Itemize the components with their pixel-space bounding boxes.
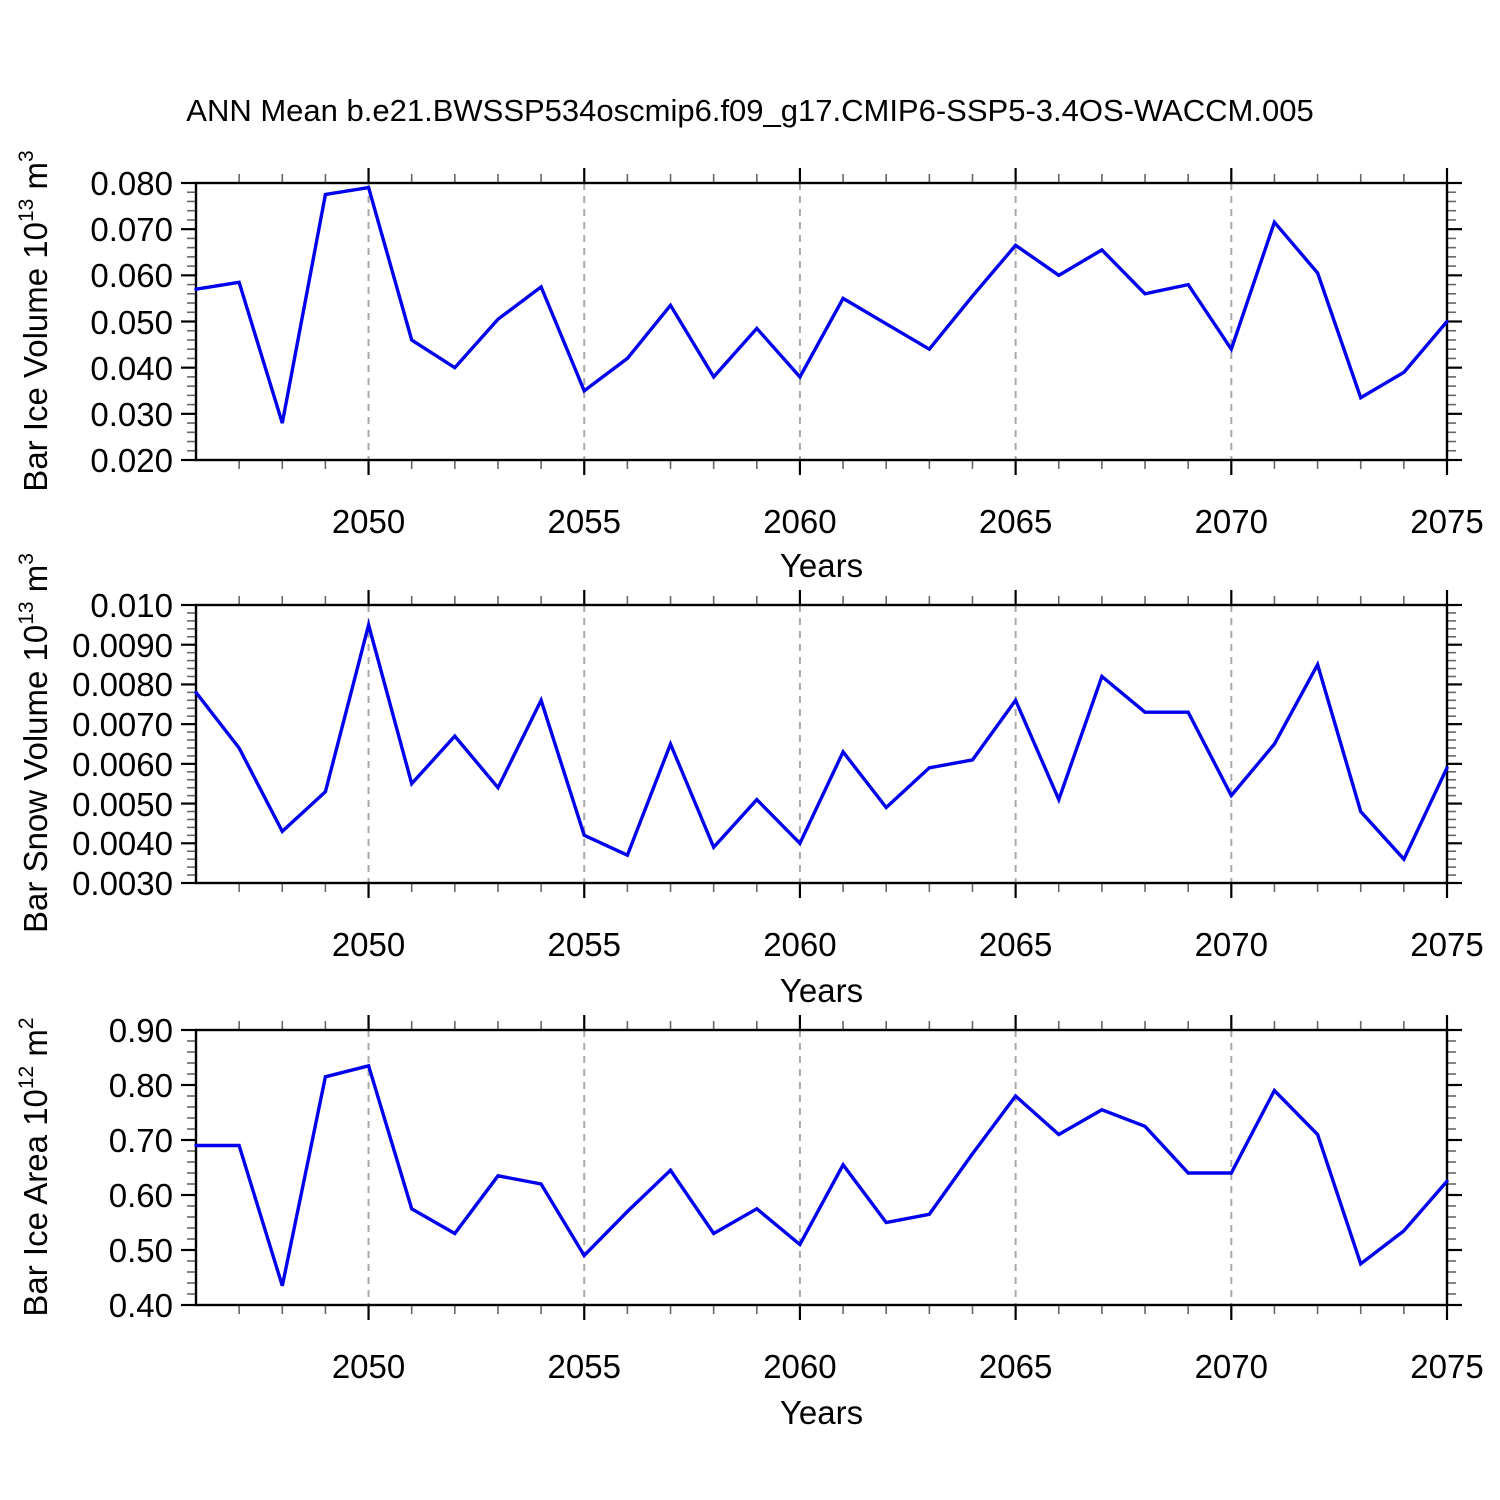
y-tick-label: 0.010 (90, 587, 173, 624)
x-tick-label: 2050 (331, 503, 406, 540)
y-tick-label: 0.060 (90, 257, 173, 295)
data-line-bar-ice-area (194, 1063, 1449, 1287)
y-tick-label: 0.40 (108, 1287, 173, 1324)
y-tick-label: 0.60 (108, 1177, 173, 1214)
y-tick-label: 0.020 (90, 442, 173, 479)
data-line-bar-ice-volume (194, 185, 1449, 424)
chart-title: ANN Mean b.e21.BWSSP534oscmip6.f09_g17.C… (186, 93, 1314, 128)
data-line-bar-snow-volume (194, 618, 1449, 863)
y-tick-label: 0.050 (90, 303, 173, 341)
plot-frame (194, 1028, 1449, 1307)
x-tick-label: 2065 (978, 503, 1053, 540)
y-tick-label: 0.0070 (72, 706, 173, 744)
y-tick-label: 0.040 (90, 349, 173, 387)
plot-frame (194, 603, 1449, 885)
x-tick-label: 2070 (1194, 926, 1268, 963)
y-tick-label: 0.0090 (72, 626, 173, 664)
x-tick-label: 2065 (978, 1348, 1053, 1385)
y-tick-label: 0.90 (108, 1012, 173, 1049)
x-tick-label: 2075 (1410, 503, 1484, 540)
x-tick-label: 2055 (547, 926, 621, 963)
y-tick-label: 0.0050 (72, 785, 173, 823)
x-tick-label: 2060 (763, 926, 837, 963)
x-tick-label: 2055 (547, 1348, 621, 1385)
x-tick-label: 2070 (1194, 1348, 1268, 1385)
x-tick-label: 2050 (331, 926, 406, 963)
x-axis-title-years-panel3: Years (779, 1394, 864, 1431)
x-tick-label: 2075 (1410, 926, 1484, 963)
y-tick-label: 0.080 (90, 165, 173, 202)
y-tick-label: 0.070 (90, 211, 173, 249)
x-axis-title-years-panel2: Years (779, 972, 864, 1009)
y-tick-label: 0.0030 (72, 865, 173, 902)
x-tick-label: 2070 (1194, 503, 1268, 540)
y-tick-label: 0.70 (108, 1122, 173, 1159)
y-tick-label: 0.0040 (72, 825, 173, 863)
exponent: 3 (15, 150, 38, 162)
x-axis-title-years-panel1: Years (779, 547, 864, 584)
exponent: 3 (15, 553, 38, 565)
x-tick-label: 2065 (978, 926, 1053, 963)
y-tick-label: 0.80 (108, 1067, 173, 1104)
plot-frame (194, 181, 1449, 462)
x-tick-label: 2055 (547, 503, 621, 540)
y-tick-label: 0.0060 (72, 745, 173, 783)
y-axis-title-ice-area: Bar Ice Area 1012 m2 (15, 817, 55, 1500)
x-tick-label: 2060 (763, 1348, 837, 1385)
y-tick-label: 0.030 (90, 395, 173, 433)
x-tick-label: 2050 (331, 1348, 406, 1385)
y-tick-label: 0.50 (108, 1232, 173, 1269)
y-tick-label: 0.0080 (72, 666, 173, 704)
x-tick-label: 2075 (1410, 1348, 1484, 1385)
x-tick-label: 2060 (763, 503, 837, 540)
